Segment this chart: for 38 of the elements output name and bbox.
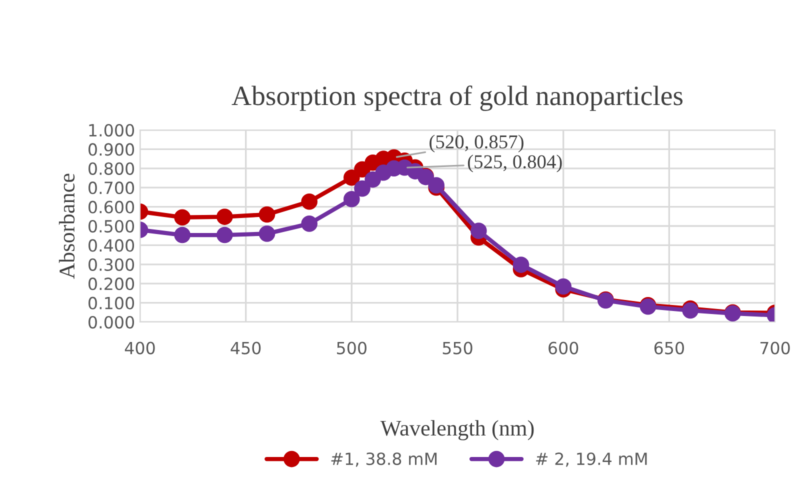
legend-label: # 2, 19.4 mM — [536, 452, 647, 467]
x-tick-label: 650 — [654, 342, 684, 354]
point — [216, 226, 233, 244]
annotation: (525, 0.804) — [468, 154, 562, 172]
point — [301, 193, 318, 210]
point — [512, 256, 530, 273]
y-tick-label: 0.400 — [88, 239, 134, 252]
y-tick-label: 0.700 — [88, 182, 134, 194]
legend-label: #1, 38.8 mM — [331, 452, 437, 467]
annotation: (520, 0.857) — [430, 134, 524, 152]
x-tick-label: 550 — [442, 342, 472, 354]
point — [354, 180, 370, 197]
y-tick-label: 1.000 — [89, 124, 134, 137]
y-tick-label: 0.000 — [88, 316, 134, 329]
y-tick-label: 0.200 — [88, 278, 134, 290]
point — [470, 222, 487, 239]
y-axis-title: Absorbance — [58, 174, 75, 279]
y-tick-label: 0.800 — [88, 162, 134, 175]
y-tick-label: 0.900 — [88, 143, 134, 156]
x-tick-label: 450 — [230, 342, 261, 354]
point — [301, 216, 318, 232]
x-tick-label: 500 — [337, 342, 366, 354]
x-tick-label: 600 — [548, 342, 578, 354]
y-tick-label: 0.100 — [88, 296, 134, 310]
x-tick-label: 400 — [124, 342, 155, 354]
point — [216, 208, 233, 225]
point — [258, 226, 276, 242]
point — [258, 206, 276, 223]
y-tick-label: 0.500 — [88, 220, 134, 233]
point — [555, 278, 572, 295]
point — [344, 190, 360, 208]
y-tick-label: 0.600 — [88, 200, 134, 214]
y-tick-label: 0.300 — [88, 258, 134, 271]
x-tick-label: 700 — [760, 342, 790, 354]
x-axis-title: Wavelength (nm) — [380, 420, 534, 440]
point — [174, 209, 190, 226]
chart-title: Absorption spectra of gold nanoparticles — [232, 85, 683, 111]
point — [174, 226, 190, 244]
